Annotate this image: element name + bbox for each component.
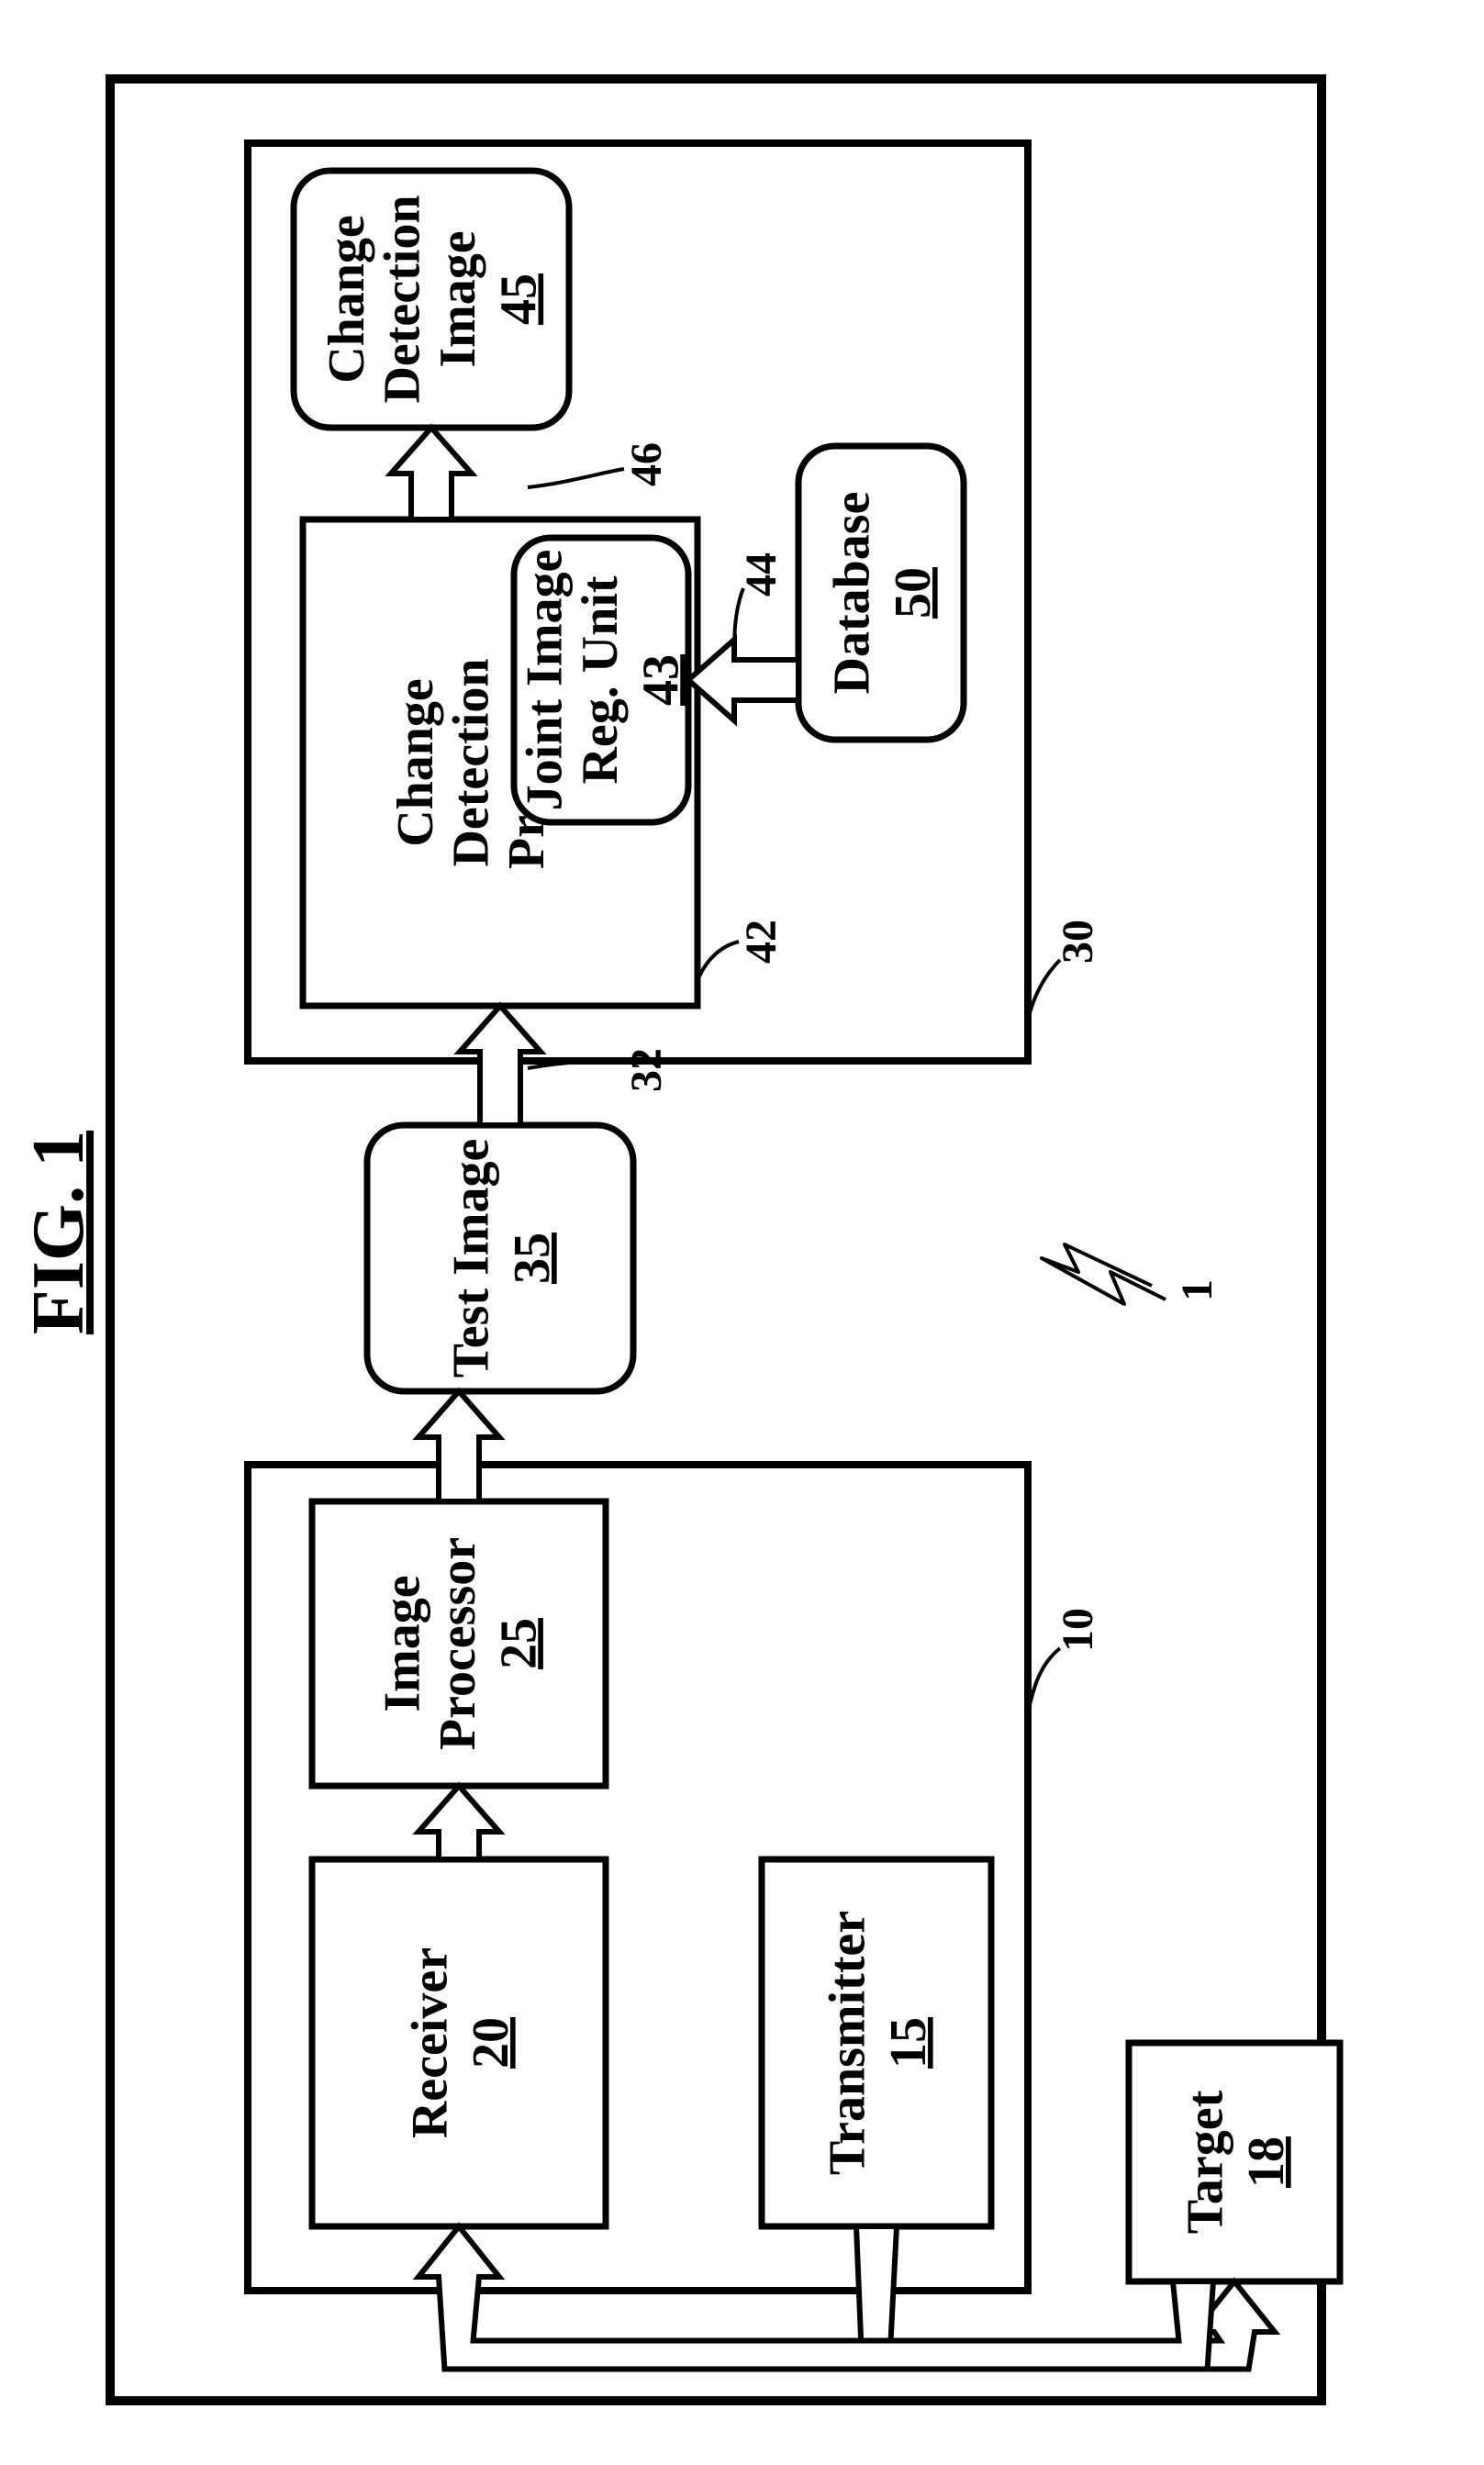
arrow-database-to-jointreg: [688, 640, 798, 720]
block-receiver: 20: [312, 1859, 606, 2226]
callout-ref-32: 32: [622, 1048, 671, 1092]
callout-ref-42: 42: [737, 920, 786, 964]
arrow-target-to-receiver: [418, 2226, 1213, 2370]
callout-zigzag-1: [1042, 1244, 1166, 1304]
callout-ref-46: 46: [622, 442, 671, 486]
block-cd_image-ref: 45: [491, 273, 548, 325]
block-test_image: 35: [367, 1125, 633, 1391]
block-transmitter-ref: 15: [880, 2017, 937, 2069]
block-transmitter: 15: [762, 1859, 991, 2226]
block-image_processor-ref: 25: [490, 1618, 547, 1669]
callout-ref-44: 44: [737, 552, 786, 597]
arrow-cdproc-to-cdimage: [391, 428, 472, 519]
block-joint_reg_unit-label: Joint ImageReg. Unit: [516, 550, 628, 811]
callout-line-30: [1028, 960, 1060, 1020]
callout-ref-30: 30: [1054, 920, 1102, 964]
block-test_image-label: Test Image: [443, 1139, 500, 1378]
arrow-imgproc-to-testimage: [418, 1391, 499, 1501]
block-database-ref: 50: [885, 567, 942, 619]
block-target: 18: [1129, 2043, 1340, 2281]
callout-line-46: [528, 469, 624, 487]
callout-ref-10: 10: [1054, 1608, 1102, 1652]
callout-ref-1: 1: [1173, 1279, 1222, 1301]
callout-line-10: [1028, 1648, 1060, 1712]
block-receiver-label: Receiver: [402, 1947, 459, 2138]
diagram-root: FIG. 140ChangeDetectionProcessor18Target…: [18, 79, 1340, 2401]
callout-line-44: [734, 588, 743, 652]
arrow-testimage-to-cdproc: [460, 1006, 541, 1125]
block-transmitter-label: Transmitter: [820, 1911, 876, 2175]
figure-label: FIG. 1: [18, 1131, 99, 1334]
arrow-receiver-to-imgproc: [418, 1786, 499, 1859]
block-receiver-ref: 20: [463, 2017, 519, 2069]
block-test_image-ref: 35: [504, 1232, 561, 1284]
callout-line-42: [699, 942, 739, 976]
block-target-label: Target: [1177, 2090, 1234, 2234]
block-target-ref: 18: [1238, 2136, 1295, 2188]
block-joint_reg_unit-ref: 43: [632, 654, 689, 706]
block-database-label: Database: [824, 492, 881, 695]
